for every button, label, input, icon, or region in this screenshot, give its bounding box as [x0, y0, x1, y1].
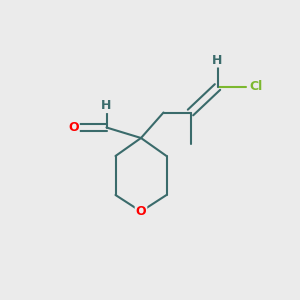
- Text: O: O: [136, 205, 146, 218]
- Text: H: H: [101, 99, 112, 112]
- Text: H: H: [212, 53, 223, 67]
- Text: O: O: [68, 121, 79, 134]
- Text: Cl: Cl: [249, 80, 262, 94]
